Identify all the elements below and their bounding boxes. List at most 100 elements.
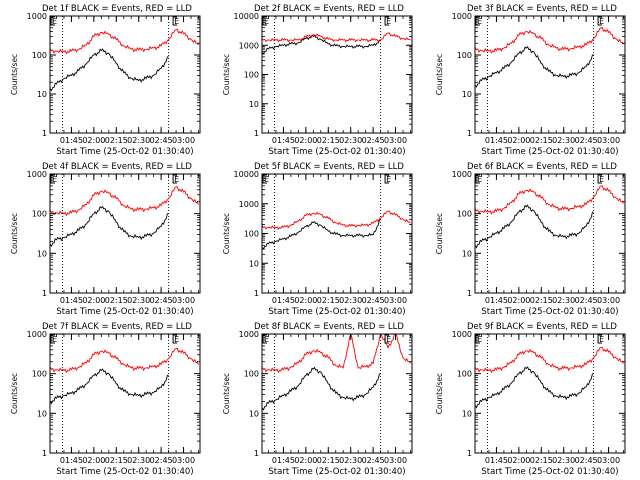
plot-frame bbox=[49, 333, 201, 454]
events-series-line bbox=[475, 366, 594, 409]
x-tick-label: 02:00 bbox=[294, 136, 317, 145]
lld-series-line bbox=[262, 210, 411, 231]
x-tick-label: 03:00 bbox=[597, 296, 620, 305]
event-marker-bracket bbox=[384, 334, 390, 344]
y-tick-label: 10000 bbox=[234, 12, 259, 21]
y-tick-label: 10 bbox=[249, 259, 259, 268]
x-tick-label: 02:30 bbox=[339, 296, 362, 305]
plot-frame bbox=[474, 15, 626, 134]
event-marker-label: E bbox=[477, 175, 482, 184]
y-tick-label: 1 bbox=[467, 449, 472, 458]
y-axis-title: Counts/sec bbox=[435, 54, 444, 95]
y-axis-title: Counts/sec bbox=[222, 54, 231, 95]
y-tick-label: 1000 bbox=[27, 12, 47, 21]
event-marker-bracket bbox=[172, 334, 178, 344]
event-marker-label: E bbox=[174, 17, 179, 26]
plot-frame bbox=[261, 333, 413, 454]
lld-series-line bbox=[475, 26, 624, 54]
x-tick-label: 03:00 bbox=[384, 456, 407, 465]
x-tick-label: 02:15 bbox=[317, 136, 340, 145]
event-marker-label: E bbox=[174, 335, 179, 344]
x-tick-label: 03:00 bbox=[597, 456, 620, 465]
x-tick-label: 02:45 bbox=[150, 136, 173, 145]
events-series-line bbox=[262, 366, 381, 411]
x-tick-label: 02:00 bbox=[507, 296, 530, 305]
x-tick-label: 03:00 bbox=[172, 136, 195, 145]
event-marker-label: E bbox=[599, 17, 604, 26]
y-tick-label: 10 bbox=[462, 249, 472, 258]
y-tick-label: 1 bbox=[42, 449, 47, 458]
event-marker-label: E bbox=[599, 175, 604, 184]
y-tick-label: 10000 bbox=[234, 170, 259, 179]
x-tick-label: 03:00 bbox=[172, 296, 195, 305]
lld-series-line bbox=[50, 347, 199, 374]
x-tick-label: 02:45 bbox=[150, 296, 173, 305]
event-marker-label: E bbox=[52, 175, 57, 184]
lld-series-line bbox=[262, 32, 411, 43]
chart-title: Det 2f BLACK = Events, RED = LLD bbox=[254, 4, 404, 14]
event-marker-label: E bbox=[477, 335, 482, 344]
event-marker-label: E bbox=[386, 175, 391, 184]
x-tick-label: 02:45 bbox=[362, 456, 385, 465]
x-tick-label: 01:45 bbox=[272, 136, 295, 145]
event-marker-label: E bbox=[52, 335, 57, 344]
event-marker-label: E bbox=[599, 335, 604, 344]
y-axis-title: Counts/sec bbox=[435, 373, 444, 414]
x-tick-label: 02:15 bbox=[317, 456, 340, 465]
chart-title: Det 4f BLACK = Events, RED = LLD bbox=[42, 162, 192, 172]
x-axis-title: Start Time (25-Oct-02 01:30:40) bbox=[268, 147, 405, 157]
lld-series-line bbox=[50, 28, 199, 55]
chart-panel-5: Det 5f BLACK = Events, RED = LLD 1 10 100 10… bbox=[222, 162, 413, 317]
y-tick-label: 100 bbox=[244, 230, 259, 239]
x-tick-label: 02:00 bbox=[82, 136, 105, 145]
lld-series-line bbox=[475, 185, 624, 215]
plot-frame bbox=[49, 173, 201, 294]
chart-title: Det 7f BLACK = Events, RED = LLD bbox=[42, 322, 192, 332]
x-tick-label: 02:00 bbox=[507, 456, 530, 465]
events-series-line bbox=[475, 46, 594, 88]
event-marker-bracket bbox=[475, 16, 480, 26]
x-tick-label: 02:00 bbox=[294, 456, 317, 465]
x-tick-label: 02:15 bbox=[317, 296, 340, 305]
y-tick-label: 1 bbox=[42, 129, 47, 138]
y-tick-label: 1000 bbox=[452, 170, 472, 179]
x-tick-label: 02:45 bbox=[150, 456, 173, 465]
event-marker-bracket bbox=[262, 334, 267, 344]
plot-frame bbox=[474, 173, 626, 294]
x-axis-title: Start Time (25-Oct-02 01:30:40) bbox=[56, 147, 193, 157]
x-axis-title: Start Time (25-Oct-02 01:30:40) bbox=[56, 307, 193, 317]
x-tick-label: 01:45 bbox=[60, 296, 83, 305]
x-tick-label: 02:45 bbox=[575, 296, 598, 305]
y-axis-title: Counts/sec bbox=[10, 54, 19, 95]
x-tick-label: 03:00 bbox=[384, 296, 407, 305]
event-marker-label: E bbox=[264, 17, 269, 26]
y-tick-label: 1 bbox=[254, 289, 259, 298]
event-marker-bracket bbox=[475, 174, 480, 184]
y-axis-title: Counts/sec bbox=[222, 213, 231, 254]
chart-panel-8: Det 8f BLACK = Events, RED = LLD 1 10 100 10… bbox=[222, 322, 413, 477]
x-tick-label: 02:00 bbox=[294, 296, 317, 305]
chart-title: Det 8f BLACK = Events, RED = LLD bbox=[254, 322, 404, 332]
chart-panel-4: Det 4f BLACK = Events, RED = LLD 1 10 100 10… bbox=[10, 162, 201, 317]
x-axis-title: Start Time (25-Oct-02 01:30:40) bbox=[481, 467, 618, 477]
y-tick-label: 1000 bbox=[27, 330, 47, 339]
y-tick-label: 10 bbox=[37, 409, 47, 418]
chart-title: Det 1f BLACK = Events, RED = LLD bbox=[42, 4, 192, 14]
y-tick-label: 1 bbox=[254, 449, 259, 458]
event-marker-label: E bbox=[174, 175, 179, 184]
x-tick-label: 02:15 bbox=[105, 136, 128, 145]
event-marker-bracket bbox=[50, 334, 55, 344]
event-marker-bracket bbox=[597, 16, 603, 26]
y-tick-label: 1 bbox=[467, 289, 472, 298]
x-tick-label: 02:30 bbox=[127, 456, 150, 465]
event-marker-label: E bbox=[477, 17, 482, 26]
y-axis-title: Counts/sec bbox=[435, 213, 444, 254]
y-tick-label: 100 bbox=[457, 51, 472, 60]
x-tick-label: 02:00 bbox=[82, 296, 105, 305]
y-tick-label: 1000 bbox=[239, 41, 259, 50]
x-tick-label: 02:15 bbox=[530, 296, 553, 305]
event-marker-bracket bbox=[384, 174, 390, 184]
event-marker-label: E bbox=[52, 17, 57, 26]
y-tick-label: 10 bbox=[249, 100, 259, 109]
y-tick-label: 100 bbox=[32, 51, 47, 60]
